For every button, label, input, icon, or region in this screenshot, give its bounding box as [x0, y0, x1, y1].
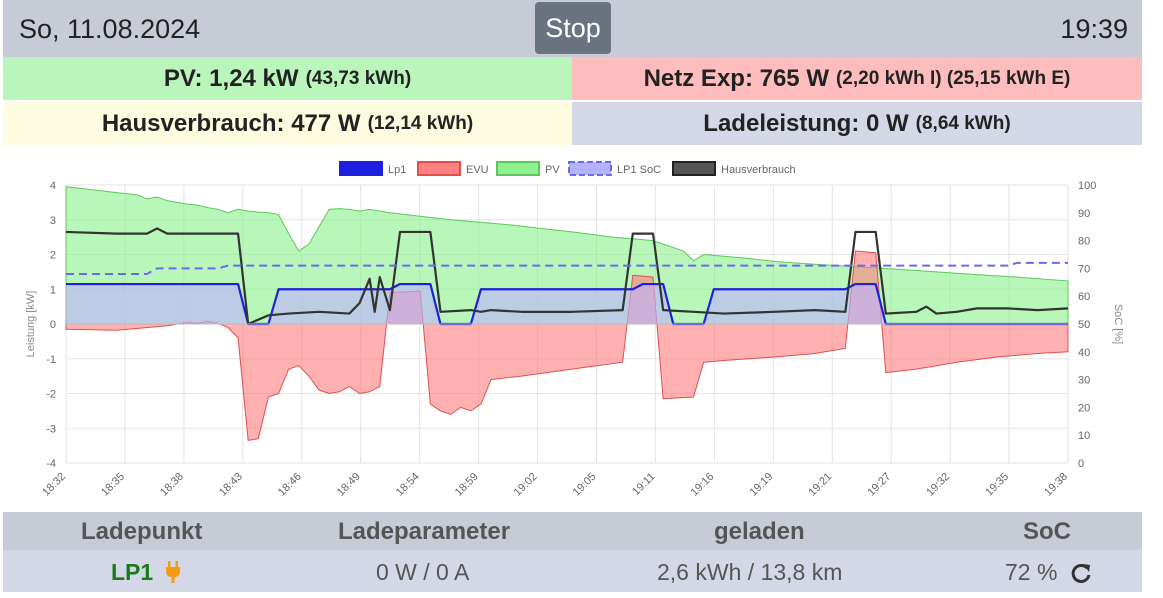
x-tick-label: 18:54	[394, 471, 422, 499]
legend-label: PV	[545, 164, 560, 176]
refresh-icon[interactable]	[1070, 562, 1092, 584]
y-tick-label: -4	[46, 458, 56, 470]
power-chart: 43210-1-2-3-4100908070605040302010018:32…	[25, 161, 1124, 499]
soc-value: 72 %	[1005, 559, 1058, 585]
x-tick-label: 19:21	[806, 471, 834, 499]
y2-tick-label: 80	[1078, 236, 1090, 248]
charge-energy: (8,64 kWh)	[915, 112, 1011, 134]
table-row[interactable]: LP1 0 W / 0 A 2,6 kWh / 13,8 km 72 %	[3, 550, 1142, 592]
legend-swatch	[496, 161, 540, 176]
x-tick-label: 19:35	[983, 471, 1011, 499]
legend-label: Hausverbrauch	[721, 164, 796, 176]
x-tick-label: 18:59	[453, 471, 481, 499]
x-tick-label: 18:32	[40, 471, 68, 499]
x-tick-label: 18:38	[158, 471, 186, 499]
y-tick-label: -2	[46, 389, 56, 401]
y2-tick-label: 30	[1078, 375, 1090, 387]
pv-panel: PV: 1,24 kW (43,73 kWh)	[3, 57, 572, 100]
x-tick-label: 19:19	[747, 471, 775, 499]
legend-label: LP1 SoC	[617, 164, 661, 176]
stop-button[interactable]: Stop	[535, 2, 611, 54]
y2-tick-label: 60	[1078, 291, 1090, 303]
y-tick-label: 1	[50, 284, 56, 296]
series-lp1	[66, 282, 1068, 326]
legend-swatch	[672, 161, 716, 176]
grid-energy: (2,20 kWh I) (25,15 kWh E)	[835, 67, 1071, 89]
grid-power: Netz Exp: 765 W	[643, 64, 829, 92]
time-label: 19:39	[1060, 14, 1128, 44]
series-hausverbrauch	[65, 227, 1069, 326]
y2-tick-label: 70	[1078, 263, 1090, 275]
house-panel: Hausverbrauch: 477 W (12,14 kWh)	[3, 102, 572, 145]
series-lp1-soc	[66, 261, 1068, 275]
y-axis-label: Leistung [kW]	[25, 291, 37, 358]
x-tick-label: 18:43	[217, 471, 245, 499]
y-tick-label: -1	[46, 354, 56, 366]
grid-panel: Netz Exp: 765 W (2,20 kWh I) (25,15 kWh …	[572, 57, 1142, 100]
y2-tick-label: 50	[1078, 319, 1090, 331]
series-evu	[65, 250, 1069, 441]
legend-label: EVU	[466, 164, 489, 176]
y2-tick-label: 10	[1078, 430, 1090, 442]
house-energy: (12,14 kWh)	[367, 112, 474, 134]
col-geladen: geladen	[714, 518, 805, 545]
date-label: So, 11.08.2024	[19, 14, 201, 44]
x-tick-label: 19:27	[865, 471, 893, 499]
pv-power: PV: 1,24 kW	[163, 64, 299, 92]
top-bar: So, 11.08.2024 Stop 19:39	[3, 0, 1142, 57]
plug-icon	[166, 561, 180, 583]
x-tick-label: 19:05	[571, 471, 599, 499]
charged-amount: 2,6 kWh / 13,8 km	[657, 559, 843, 585]
y-tick-label: -3	[46, 423, 56, 435]
col-ladepunkt: Ladepunkt	[81, 518, 203, 545]
chargepoint-name[interactable]: LP1	[111, 559, 154, 585]
y2-tick-label: 100	[1078, 180, 1096, 192]
x-tick-label: 19:32	[924, 471, 952, 499]
x-tick-label: 19:02	[512, 471, 540, 499]
col-soc: SoC	[1023, 518, 1071, 545]
house-power: Hausverbrauch: 477 W	[101, 109, 361, 137]
y2-tick-label: 90	[1078, 208, 1090, 220]
x-tick-label: 19:16	[689, 471, 717, 499]
y-tick-label: 3	[50, 215, 56, 227]
series-lp1-fill	[66, 284, 1068, 324]
x-tick-label: 19:11	[630, 471, 657, 498]
x-tick-label: 18:49	[335, 471, 363, 499]
y2-tick-label: 20	[1078, 402, 1090, 414]
y-tick-label: 4	[50, 180, 56, 192]
charge-panel: Ladeleistung: 0 W (8,64 kWh)	[572, 102, 1142, 145]
x-tick-label: 19:38	[1042, 471, 1070, 499]
x-tick-label: 18:46	[276, 471, 304, 499]
x-tick-label: 18:35	[99, 471, 127, 499]
y2-axis-label: SoC [%]	[1112, 304, 1124, 344]
legend-label: Lp1	[388, 164, 406, 176]
pv-energy: (43,73 kWh)	[305, 67, 412, 89]
charge-power: Ladeleistung: 0 W	[703, 109, 909, 137]
y2-tick-label: 0	[1078, 458, 1084, 470]
charge-parameters: 0 W / 0 A	[376, 559, 470, 585]
col-ladeparameter: Ladeparameter	[338, 518, 511, 545]
legend-swatch	[568, 161, 612, 176]
legend-swatch	[417, 161, 461, 176]
y2-tick-label: 40	[1078, 347, 1090, 359]
charge-table-header: Ladepunkt Ladeparameter geladen SoC	[3, 512, 1142, 550]
legend-swatch	[339, 161, 383, 176]
y-tick-label: 2	[50, 250, 56, 262]
y-tick-label: 0	[50, 319, 56, 331]
